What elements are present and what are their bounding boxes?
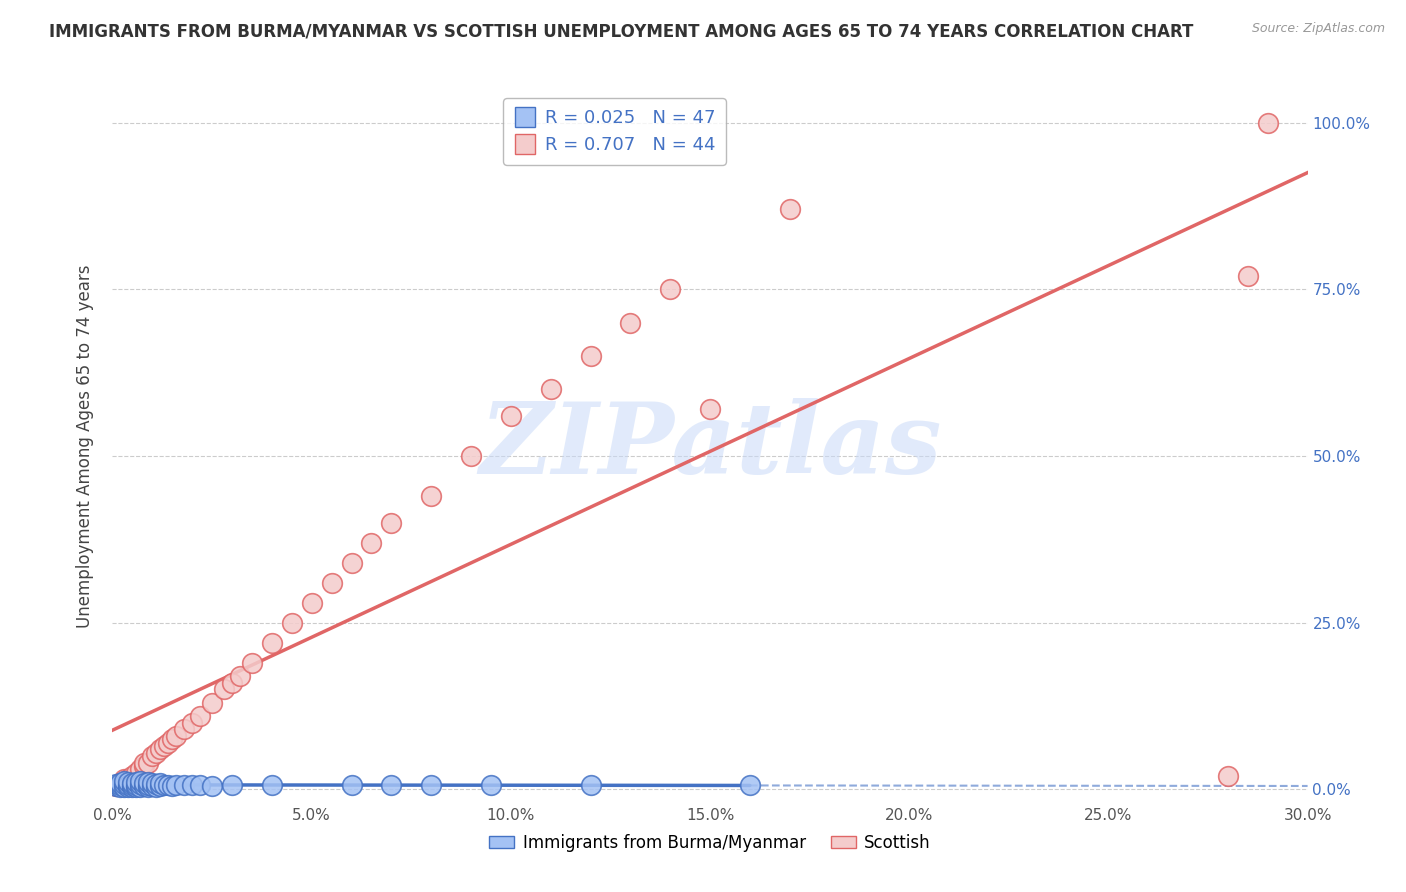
Y-axis label: Unemployment Among Ages 65 to 74 years: Unemployment Among Ages 65 to 74 years: [76, 264, 94, 628]
Point: [779, 202, 801, 217]
Point: [141, 776, 163, 790]
Point: [125, 780, 148, 795]
Point: [114, 777, 135, 791]
Point: [659, 282, 682, 296]
Point: [499, 409, 522, 423]
Point: [149, 779, 172, 793]
Point: [134, 779, 156, 793]
Point: [162, 732, 183, 747]
Point: [110, 776, 132, 790]
Point: [281, 615, 304, 630]
Point: [260, 779, 283, 793]
Point: [221, 779, 243, 793]
Point: [125, 778, 148, 792]
Point: [110, 778, 132, 792]
Point: [240, 656, 263, 670]
Point: [125, 775, 148, 789]
Point: [699, 402, 721, 417]
Point: [114, 774, 135, 789]
Point: [121, 780, 143, 794]
Point: [380, 516, 402, 530]
Point: [117, 775, 139, 789]
Point: [165, 778, 187, 792]
Point: [145, 746, 167, 760]
Point: [165, 729, 187, 743]
Point: [153, 739, 176, 753]
Point: [188, 778, 211, 792]
Point: [619, 316, 641, 330]
Point: [114, 772, 135, 787]
Point: [110, 780, 132, 795]
Point: [149, 776, 172, 790]
Point: [105, 779, 128, 793]
Point: [129, 780, 152, 794]
Point: [121, 778, 143, 792]
Point: [129, 774, 152, 789]
Point: [260, 636, 283, 650]
Point: [540, 382, 562, 396]
Point: [420, 489, 443, 503]
Point: [138, 775, 160, 789]
Point: [738, 778, 761, 792]
Point: [138, 780, 160, 794]
Point: [181, 779, 204, 793]
Text: IMMIGRANTS FROM BURMA/MYANMAR VS SCOTTISH UNEMPLOYMENT AMONG AGES 65 TO 74 YEARS: IMMIGRANTS FROM BURMA/MYANMAR VS SCOTTIS…: [49, 22, 1194, 40]
Point: [420, 778, 443, 792]
Point: [340, 778, 363, 792]
Point: [121, 769, 143, 783]
Point: [162, 779, 183, 793]
Point: [340, 556, 363, 570]
Point: [129, 763, 152, 777]
Point: [1257, 115, 1279, 129]
Point: [479, 779, 502, 793]
Point: [117, 780, 139, 795]
Point: [157, 736, 180, 750]
Point: [460, 449, 482, 463]
Point: [321, 575, 343, 590]
Point: [149, 742, 172, 756]
Point: [129, 777, 152, 791]
Point: [145, 777, 167, 791]
Point: [117, 778, 139, 792]
Point: [188, 709, 211, 723]
Point: [114, 780, 135, 794]
Point: [229, 669, 252, 683]
Point: [380, 779, 402, 793]
Point: [117, 772, 139, 787]
Point: [579, 779, 602, 793]
Point: [181, 715, 204, 730]
Point: [125, 765, 148, 780]
Point: [173, 723, 195, 737]
Point: [1216, 769, 1239, 783]
Point: [1237, 268, 1260, 283]
Point: [173, 779, 195, 793]
Point: [134, 759, 156, 773]
Point: [110, 776, 132, 790]
Point: [121, 776, 143, 790]
Point: [105, 779, 128, 793]
Point: [141, 779, 163, 793]
Text: ZIPatlas: ZIPatlas: [479, 398, 941, 494]
Point: [212, 682, 235, 697]
Point: [145, 780, 167, 794]
Text: Source: ZipAtlas.com: Source: ZipAtlas.com: [1251, 22, 1385, 36]
Point: [201, 779, 224, 793]
Legend: Immigrants from Burma/Myanmar, Scottish: Immigrants from Burma/Myanmar, Scottish: [482, 828, 938, 859]
Point: [201, 696, 224, 710]
Point: [141, 749, 163, 764]
Point: [138, 778, 160, 792]
Point: [134, 776, 156, 790]
Point: [157, 778, 180, 792]
Point: [360, 535, 382, 549]
Point: [579, 349, 602, 363]
Point: [134, 756, 156, 770]
Point: [221, 675, 243, 690]
Point: [138, 756, 160, 770]
Point: [153, 779, 176, 793]
Point: [105, 777, 128, 791]
Point: [301, 596, 323, 610]
